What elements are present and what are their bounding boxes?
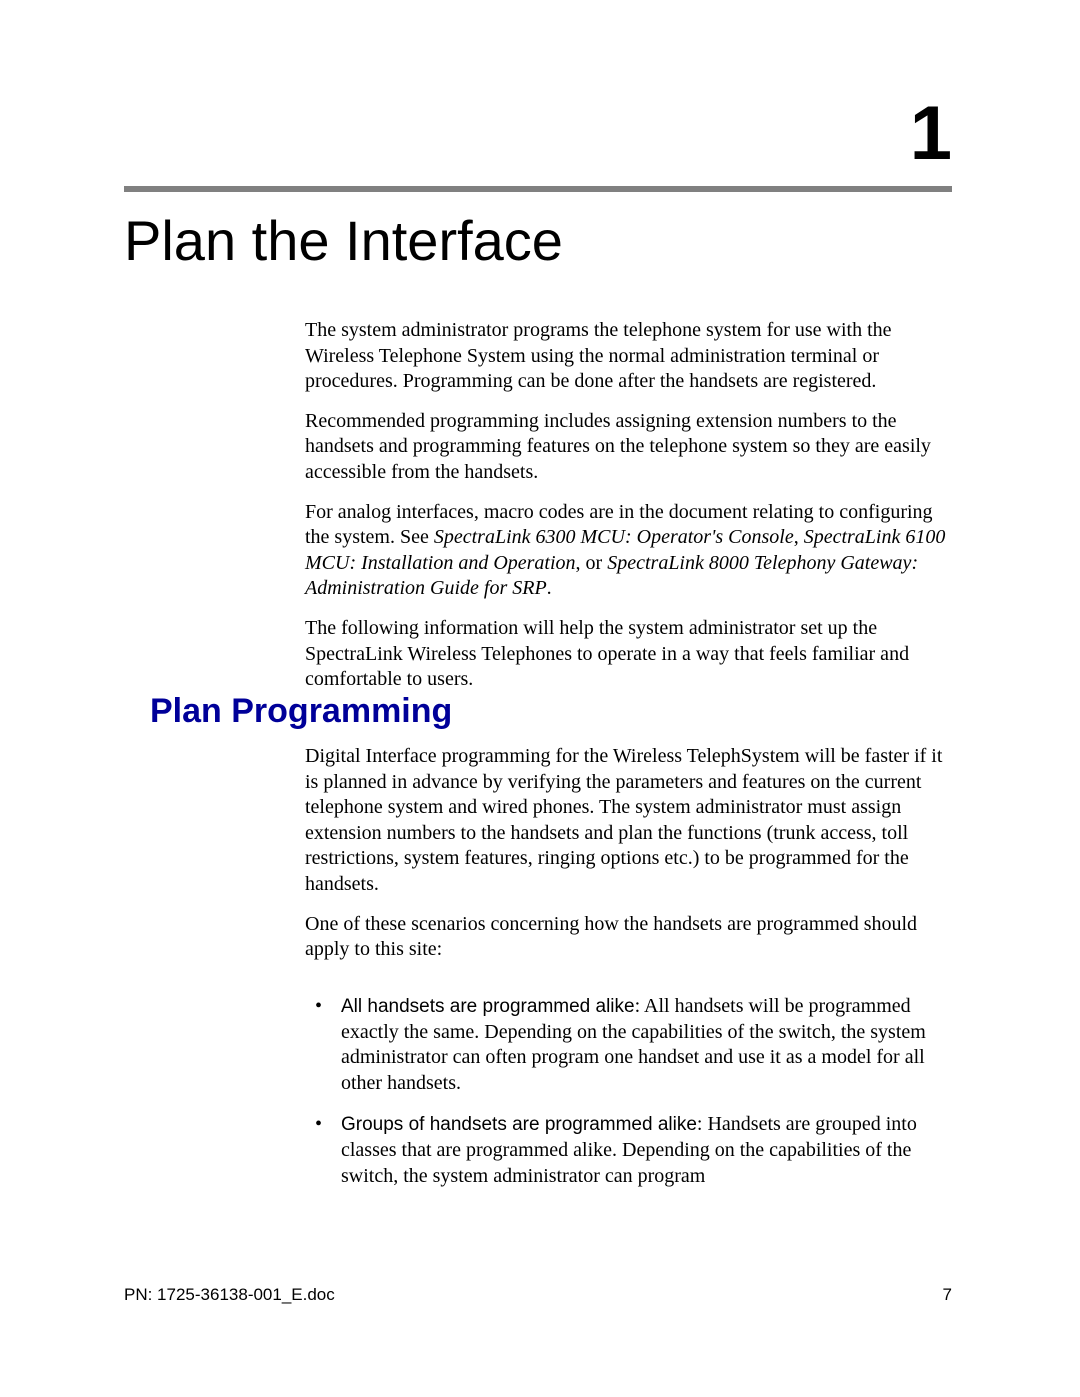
list-item: Groups of handsets are programmed alike:… — [305, 1112, 952, 1189]
paragraph: The following information will help the … — [305, 616, 952, 693]
paragraph: Digital Interface programming for the Wi… — [305, 744, 952, 898]
text-run: , — [794, 526, 804, 548]
footer-part-number: PN: 1725-36138-001_E.doc — [124, 1285, 335, 1305]
footer: PN: 1725-36138-001_E.doc 7 — [124, 1285, 952, 1305]
italic-title: SpectraLink 6300 MCU: Operator's Console — [434, 526, 794, 548]
intro-block: The system administrator programs the te… — [305, 318, 952, 707]
paragraph: Recommended programming includes assigni… — [305, 409, 952, 486]
paragraph: For analog interfaces, macro codes are i… — [305, 500, 952, 602]
text-run: . — [547, 577, 552, 599]
list-item-lead: All handsets are programmed alike — [341, 996, 635, 1017]
footer-page-number: 7 — [943, 1285, 952, 1305]
section-title: Plan Programming — [150, 692, 452, 731]
text-run: , or — [576, 552, 608, 574]
section-body: Digital Interface programming for the Wi… — [305, 744, 952, 977]
paragraph: One of these scenarios concerning how th… — [305, 912, 952, 963]
horizontal-rule — [124, 186, 952, 192]
chapter-number: 1 — [910, 96, 952, 172]
chapter-title: Plan the Interface — [124, 208, 563, 273]
list-item: All handsets are programmed alike: All h… — [305, 994, 952, 1096]
list-item-lead: Groups of handsets are programmed alike — [341, 1114, 697, 1135]
page: 1 Plan the Interface The system administ… — [0, 0, 1080, 1397]
paragraph: The system administrator programs the te… — [305, 318, 952, 395]
bullet-list: All handsets are programmed alike: All h… — [305, 994, 952, 1205]
